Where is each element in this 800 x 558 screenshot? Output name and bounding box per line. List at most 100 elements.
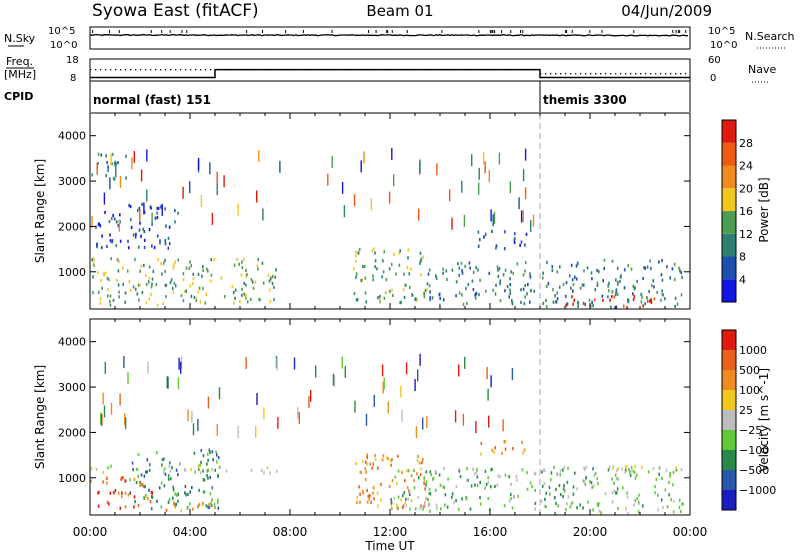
echo-streak xyxy=(387,401,389,414)
echo-cell xyxy=(428,491,430,496)
echo-cell xyxy=(173,281,176,285)
echo-streak xyxy=(490,209,492,222)
echo-cell xyxy=(575,277,578,281)
echo-cell xyxy=(216,453,218,457)
echo-cell xyxy=(504,230,506,234)
nave-point xyxy=(615,73,617,75)
echo-cell xyxy=(479,238,481,242)
echo-cell xyxy=(116,278,118,282)
echo-cell xyxy=(530,288,532,292)
echo-cell xyxy=(642,276,644,281)
echo-cell xyxy=(488,271,491,275)
echo-cell xyxy=(373,497,375,501)
nave-point xyxy=(310,69,312,71)
echo-cell xyxy=(124,300,126,304)
echo-cell xyxy=(261,261,264,265)
echo-cell xyxy=(133,477,136,481)
echo-cell xyxy=(391,288,393,292)
echo-cell xyxy=(673,278,676,282)
echo-streak xyxy=(151,212,153,225)
echo-cell xyxy=(102,480,104,484)
echo-cell xyxy=(403,272,405,276)
echo-cell xyxy=(420,259,423,263)
echo-cell xyxy=(257,257,259,262)
echo-cell xyxy=(416,459,419,463)
echo-cell xyxy=(129,491,132,495)
echo-cell xyxy=(164,283,167,288)
echo-cell xyxy=(446,505,449,509)
echo-cell xyxy=(205,267,208,271)
echo-cell xyxy=(242,258,245,262)
colorbar-segment xyxy=(722,256,736,280)
echo-cell xyxy=(143,263,145,267)
echo-cell xyxy=(209,492,212,496)
echo-cell xyxy=(509,291,512,295)
echo-cell xyxy=(106,476,108,480)
echo-cell xyxy=(408,272,411,276)
nave-point xyxy=(185,69,187,71)
echo-cell xyxy=(654,485,656,489)
echo-cell xyxy=(397,454,399,458)
echo-cell xyxy=(377,296,379,300)
echo-cell xyxy=(214,468,216,472)
echo-cell xyxy=(93,263,95,267)
echo-cell xyxy=(414,507,417,511)
echo-cell xyxy=(365,460,367,464)
echo-cell xyxy=(548,485,551,489)
echo-cell xyxy=(480,452,482,456)
echo-cell xyxy=(393,252,395,256)
echo-cell xyxy=(357,251,360,255)
echo-streak xyxy=(216,171,218,184)
nave-point xyxy=(620,73,622,75)
echo-cell xyxy=(134,287,137,291)
echo-cell xyxy=(156,303,159,307)
echo-cell xyxy=(430,473,433,477)
echo-cell xyxy=(583,480,586,484)
echo-cell xyxy=(608,289,610,293)
echo-cell xyxy=(246,273,248,277)
echo-cell xyxy=(148,488,150,492)
echo-cell xyxy=(148,265,151,269)
echo-cell xyxy=(438,292,441,296)
nave-point xyxy=(210,69,212,71)
echo-cell xyxy=(656,290,658,294)
echo-cell xyxy=(477,268,479,272)
echo-cell xyxy=(207,505,209,509)
echo-cell xyxy=(232,290,235,295)
echo-cell xyxy=(522,451,524,455)
echo-cell xyxy=(668,480,670,484)
echo-cell xyxy=(664,297,666,301)
echo-cell xyxy=(199,300,202,304)
echo-cell xyxy=(130,225,133,229)
x-tick-labels: 00:00 04:00 08:00 12:00 16:00 20:00 00:00 xyxy=(73,525,708,539)
echo-cell xyxy=(390,498,392,502)
echo-streak xyxy=(139,208,141,221)
echo-cell xyxy=(118,295,120,299)
echo-cell xyxy=(565,294,567,298)
nave-point xyxy=(610,73,612,75)
echo-cell xyxy=(233,301,235,305)
echo-cell xyxy=(134,500,136,504)
echo-cell xyxy=(607,284,609,288)
echo-cell xyxy=(641,504,644,508)
echo-cell xyxy=(108,502,110,506)
echo-cell xyxy=(193,295,196,299)
nave-point xyxy=(230,69,232,71)
echo-cell xyxy=(119,213,121,217)
echo-cell xyxy=(151,244,153,248)
echo-cell xyxy=(200,460,202,464)
echo-cell xyxy=(210,258,212,262)
echo-streak xyxy=(110,402,113,415)
echo-cell xyxy=(577,304,579,308)
echo-cell xyxy=(251,280,254,284)
echo-cell xyxy=(360,278,363,283)
echo-cell xyxy=(416,472,418,476)
x-tick-label: 00:00 xyxy=(73,525,108,539)
echo-cell xyxy=(611,500,614,504)
echo-cell xyxy=(534,488,536,492)
echo-cell xyxy=(543,482,546,486)
echo-cell xyxy=(404,479,406,483)
echo-streak xyxy=(417,369,419,382)
echo-cell xyxy=(262,281,265,285)
nave-point xyxy=(205,69,207,71)
